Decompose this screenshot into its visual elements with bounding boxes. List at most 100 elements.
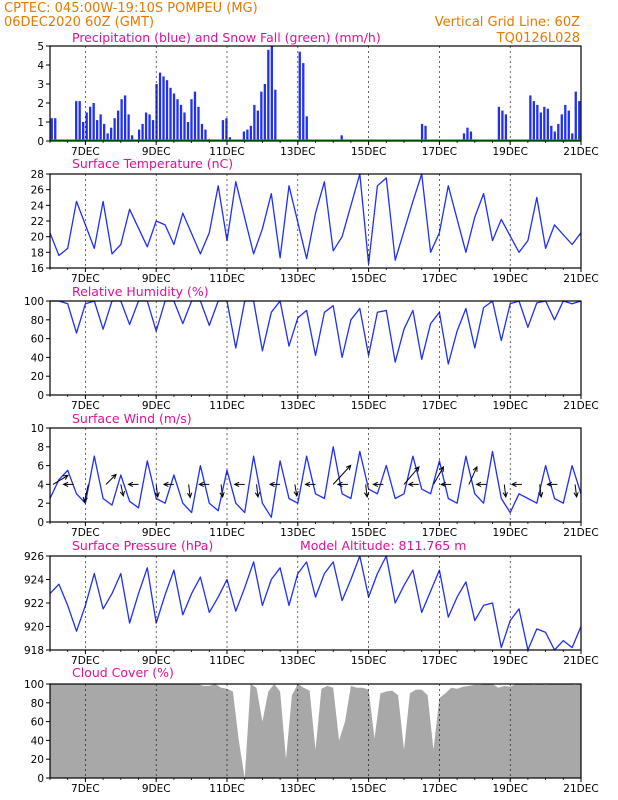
wind-arrow-head: [127, 481, 134, 488]
x-tick-label: 15DEC: [351, 273, 386, 285]
wind-line: [49, 446, 582, 518]
x-tick-label: 19DEC: [492, 655, 527, 667]
wind-arrow-head: [573, 492, 579, 499]
pressure-plot: 7DEC 9DEC 11DEC 13DEC 15DEC 17DEC 19DEC 21DEC 91…: [24, 551, 599, 667]
y-tick-label: 926: [24, 551, 44, 563]
temperature-plot: 7DEC 9DEC 11DEC 13DEC 15DEC 17DEC 19DEC 21DEC 16…: [31, 169, 599, 285]
precip-bar: [179, 104, 183, 141]
precip-bar: [137, 129, 141, 141]
precip-bar: [578, 101, 581, 141]
precip-bar: [543, 106, 546, 141]
x-tick-label: 21DEC: [563, 527, 598, 539]
x-tick-label: 17DEC: [422, 146, 457, 158]
pressure-panel: Surface Pressure (hPa) Model Altitude: 8…: [24, 538, 599, 667]
y-tick-label: 1: [37, 117, 44, 129]
x-tick-label: 19DEC: [492, 273, 527, 285]
precip-bar: [116, 110, 120, 141]
wind-arrow-head: [336, 481, 343, 488]
x-tick-label: 11DEC: [209, 783, 244, 795]
y-tick-label: 5: [37, 41, 44, 53]
cloud-cover-area: [50, 684, 581, 778]
x-tick-label: 9DEC: [142, 273, 171, 285]
precip-bar: [103, 123, 106, 141]
precip-bar: [567, 110, 570, 141]
x-tick-label: 21DEC: [563, 400, 598, 412]
precip-bar: [256, 110, 260, 141]
humidity-title: Relative Humidity (%): [72, 284, 209, 299]
y-tick-label: 22: [31, 216, 44, 228]
humidity-line: [50, 300, 582, 365]
temperature-title: Surface Temperature (nC): [72, 156, 233, 171]
plot-frame: [49, 555, 582, 651]
x-tick-label: 7DEC: [71, 527, 100, 539]
y-tick-label: 60: [31, 334, 44, 346]
precip-bar: [85, 112, 88, 141]
wind-arrow: [120, 484, 124, 497]
y-tick-label: 8: [37, 442, 44, 454]
precip-bar: [529, 95, 532, 141]
precip-bar: [186, 122, 190, 141]
x-tick-label: 17DEC: [422, 655, 457, 667]
y-tick-label: 918: [24, 645, 44, 657]
y-tick-label: 24: [31, 200, 45, 212]
x-tick-label: 9DEC: [142, 655, 171, 667]
precip-bar: [99, 114, 102, 141]
wind-arrow: [155, 484, 159, 497]
x-tick-label: 17DEC: [422, 783, 457, 795]
x-tick-label: 9DEC: [142, 783, 171, 795]
header-run-code: TQ0126L028: [496, 31, 580, 46]
precip-bar: [305, 116, 308, 141]
precip-bar: [151, 120, 155, 141]
x-tick-label: 13DEC: [280, 527, 315, 539]
x-tick-label: 17DEC: [422, 273, 457, 285]
x-tick-label: 7DEC: [71, 655, 100, 667]
header-station: CPTEC: 045:00W-19:10S POMPEU (MG): [4, 1, 258, 16]
wind-arrow-head: [111, 473, 117, 480]
x-tick-label: 21DEC: [563, 146, 598, 158]
precip-bar: [169, 87, 172, 141]
x-tick-label: 21DEC: [563, 273, 598, 285]
precip-bar: [462, 133, 466, 141]
wind-arrow-head: [219, 492, 225, 499]
wind-arrow: [574, 484, 578, 497]
x-tick-label: 13DEC: [280, 273, 315, 285]
precip-bar: [574, 91, 577, 141]
plot-frame: [49, 683, 582, 779]
y-tick-label: 6: [37, 461, 44, 473]
precip-bar: [466, 127, 469, 141]
wind-arrow-head: [439, 465, 445, 472]
x-tick-label: 17DEC: [422, 400, 457, 412]
precip-bar: [242, 131, 246, 141]
wind-arrow: [403, 466, 420, 485]
y-tick-label: 80: [31, 315, 44, 327]
precip-bar: [263, 84, 266, 141]
humidity-panel: Relative Humidity (%) 7DEC 9DEC 11DEC 13DEC…: [24, 284, 599, 412]
y-tick-label: 4: [37, 60, 44, 72]
y-tick-label: 2: [37, 98, 44, 110]
precip-bar: [89, 106, 92, 141]
wind-arrow-head: [198, 481, 205, 488]
precip-bar: [221, 120, 225, 141]
y-tick-label: 0: [37, 517, 44, 529]
wind-panel: Surface Wind (m/s) 7DEC 9DEC 11DEC 13DEC 15D…: [31, 411, 599, 539]
precip-bar: [504, 114, 508, 141]
y-tick-label: 18: [31, 247, 44, 259]
wind-arrow-head: [187, 492, 193, 499]
y-tick-label: 920: [24, 622, 44, 634]
wind-arrow-head: [62, 481, 69, 488]
precip-bar: [501, 110, 504, 141]
wind-arrow-head: [372, 481, 379, 488]
precip-bar: [340, 135, 343, 141]
y-tick-label: 0: [37, 136, 44, 148]
precip-bar: [158, 72, 162, 141]
x-tick-label: 7DEC: [71, 783, 100, 795]
temperature-line: [49, 173, 582, 265]
x-tick-label: 9DEC: [142, 146, 171, 158]
wind-arrow: [83, 484, 89, 503]
precip-bar: [165, 80, 169, 141]
precip-bar: [557, 123, 560, 141]
x-tick-label: 11DEC: [209, 527, 244, 539]
wind-arrow: [294, 484, 298, 496]
precip-bar: [197, 106, 200, 141]
model-altitude-label: Model Altitude: 811.765 m: [300, 538, 466, 553]
